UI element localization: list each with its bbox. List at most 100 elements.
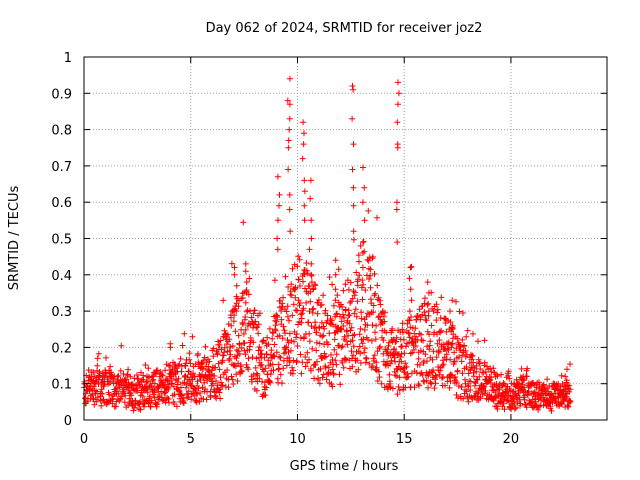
- data-point: [564, 366, 570, 373]
- data-point: [291, 338, 297, 345]
- data-point: [299, 310, 306, 317]
- data-point: [257, 362, 264, 369]
- data-point: [424, 301, 431, 308]
- data-point: [473, 368, 480, 375]
- data-point: [328, 317, 335, 324]
- y-tick-label: 0.8: [51, 124, 72, 139]
- data-point: [532, 395, 539, 402]
- data-point: [367, 272, 374, 279]
- y-axis-label: SRMTID / TECUs: [7, 186, 22, 291]
- data-point: [340, 287, 347, 294]
- data-point: [285, 166, 292, 173]
- data-point: [127, 373, 134, 380]
- data-point: [194, 391, 201, 398]
- axis-ticks: [83, 56, 607, 421]
- data-point: [217, 395, 224, 402]
- data-point: [107, 363, 114, 370]
- data-point: [236, 351, 243, 357]
- data-point: [333, 311, 340, 318]
- data-point: [286, 115, 293, 122]
- data-point: [459, 370, 466, 377]
- data-point: [513, 376, 520, 383]
- data-point: [446, 384, 453, 391]
- data-point: [314, 358, 320, 365]
- data-point: [242, 314, 249, 320]
- data-point: [481, 359, 488, 366]
- data-point: [201, 354, 208, 361]
- data-point: [280, 365, 287, 372]
- x-tick-label: 5: [187, 432, 195, 447]
- data-point: [298, 311, 304, 318]
- data-point: [259, 378, 266, 385]
- data-point: [212, 364, 219, 371]
- data-point: [315, 376, 322, 383]
- data-point: [373, 322, 380, 329]
- data-point: [415, 355, 422, 362]
- data-point: [90, 369, 97, 376]
- data-point: [263, 384, 270, 391]
- data-point: [304, 349, 311, 356]
- data-point: [239, 367, 245, 374]
- data-point: [121, 399, 128, 406]
- data-point: [396, 387, 403, 394]
- data-point: [356, 331, 363, 338]
- data-point: [128, 392, 135, 399]
- data-point: [544, 376, 551, 383]
- data-point: [229, 376, 236, 383]
- data-point: [377, 343, 384, 350]
- data-point: [233, 293, 240, 300]
- data-point: [276, 191, 283, 198]
- data-point: [353, 313, 360, 320]
- data-point: [474, 376, 481, 383]
- y-tick-label: 1: [64, 51, 72, 66]
- data-point: [454, 335, 461, 342]
- data-point: [302, 363, 309, 370]
- data-point: [252, 364, 259, 371]
- data-point: [376, 297, 383, 304]
- data-point: [376, 374, 383, 381]
- data-point: [93, 398, 100, 405]
- data-point: [248, 314, 255, 321]
- data-point: [354, 357, 361, 364]
- data-point: [281, 327, 288, 334]
- y-tick-label: 0.2: [51, 341, 72, 356]
- data-point: [426, 346, 433, 353]
- data-point: [306, 338, 313, 345]
- data-point: [511, 405, 518, 412]
- data-point: [454, 367, 461, 374]
- data-point: [434, 340, 441, 347]
- data-point: [425, 289, 432, 296]
- data-point: [301, 217, 308, 224]
- data-point: [481, 337, 488, 344]
- data-point: [430, 348, 437, 355]
- data-point: [387, 360, 394, 367]
- data-point: [326, 274, 333, 281]
- data-point: [310, 305, 317, 312]
- data-point: [371, 270, 378, 277]
- data-point: [274, 235, 281, 242]
- data-point: [433, 354, 440, 361]
- data-point: [333, 361, 340, 368]
- data-point: [286, 330, 293, 337]
- data-point: [256, 310, 263, 317]
- data-point: [215, 360, 222, 367]
- data-point: [243, 289, 250, 296]
- data-point: [302, 354, 309, 360]
- data-point: [431, 385, 438, 392]
- data-point: [233, 347, 240, 353]
- data-point: [217, 386, 224, 393]
- data-point: [265, 357, 272, 364]
- data-point: [348, 348, 355, 355]
- data-point: [322, 307, 329, 314]
- data-point: [496, 386, 503, 393]
- data-point: [563, 377, 570, 384]
- data-point: [371, 352, 378, 359]
- data-point: [359, 277, 366, 284]
- data-point: [416, 382, 422, 389]
- data-point: [403, 363, 410, 370]
- data-point: [472, 380, 479, 387]
- data-point: [95, 350, 102, 357]
- data-point: [487, 379, 494, 386]
- data-point: [271, 341, 278, 348]
- data-point: [355, 276, 361, 283]
